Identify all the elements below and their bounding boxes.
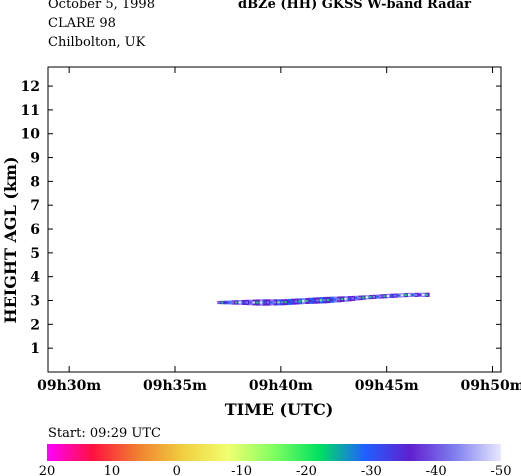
cloud-cell bbox=[309, 299, 312, 302]
cloud-cell bbox=[294, 300, 298, 303]
cloud-cell bbox=[302, 300, 305, 303]
cloud-cell bbox=[273, 301, 277, 304]
cloud-cell bbox=[245, 301, 249, 304]
campaign-label: CLARE 98 bbox=[48, 16, 116, 31]
cloud-cell bbox=[407, 293, 411, 296]
y-tick-label: 6 bbox=[30, 222, 40, 238]
cloud-cell bbox=[217, 301, 220, 304]
colorbar-tick-label: 0 bbox=[173, 464, 181, 476]
y-tick-label: 1 bbox=[30, 341, 40, 357]
y-tick-label: 9 bbox=[30, 151, 40, 167]
y-tick-label: 4 bbox=[30, 270, 40, 286]
colorbar-tick-label: -30 bbox=[361, 464, 382, 476]
cloud-cell bbox=[238, 301, 241, 304]
cloud-cell bbox=[369, 296, 372, 299]
colorbar-tick-label: -40 bbox=[426, 464, 447, 476]
cloud-cell bbox=[351, 297, 354, 300]
cloud-layer bbox=[217, 292, 430, 306]
cloud-cell bbox=[383, 295, 386, 298]
x-axis-ticks: 09h30m 09h35m 09h40m 09h45m 09h50m bbox=[37, 67, 521, 394]
y-tick-label: 10 bbox=[21, 127, 41, 143]
colorbar-ticks: 20 10 0 -10 -20 -30 -40 -50 bbox=[39, 464, 512, 476]
y-tick-label: 3 bbox=[30, 294, 40, 310]
cloud-cell bbox=[266, 301, 270, 304]
y-tick-label: 7 bbox=[30, 198, 40, 214]
cloud-cell bbox=[312, 299, 316, 302]
cloud-cell bbox=[242, 301, 245, 304]
chart-title: dBZe (HH) GKSS W-band Radar bbox=[238, 0, 471, 12]
cloud-cell bbox=[414, 293, 418, 296]
x-tick-label: 09h45m bbox=[355, 378, 419, 394]
cloud-cell bbox=[280, 301, 284, 304]
colorbar-tick-label: -10 bbox=[231, 464, 252, 476]
cloud-cell bbox=[340, 298, 344, 301]
colorbar-tick-label: -20 bbox=[296, 464, 317, 476]
y-tick-label: 12 bbox=[21, 79, 40, 95]
cloud-cell bbox=[270, 301, 273, 304]
cloud-cell bbox=[316, 299, 319, 302]
cloud-cell bbox=[319, 299, 323, 302]
y-axis-label: HEIGHT AGL (km) bbox=[1, 156, 20, 323]
cloud-cell bbox=[291, 300, 294, 303]
cloud-cell bbox=[390, 294, 393, 297]
cloud-cell bbox=[421, 293, 425, 296]
cloud-cell bbox=[305, 299, 309, 302]
x-tick-label: 09h30m bbox=[37, 378, 101, 394]
y-tick-label: 5 bbox=[30, 246, 40, 262]
cloud-cell bbox=[249, 301, 252, 304]
cloud-cell bbox=[323, 299, 326, 302]
cloud-cell bbox=[372, 295, 376, 298]
cloud-cell bbox=[404, 294, 407, 297]
cloud-cell bbox=[376, 295, 379, 298]
cloud-cell bbox=[259, 301, 263, 304]
cloud-cell bbox=[397, 294, 400, 297]
cloud-cell bbox=[393, 294, 397, 297]
cloud-cell bbox=[326, 298, 330, 301]
cloud-cell bbox=[361, 296, 365, 299]
colorbar-tick-label: -50 bbox=[491, 464, 512, 476]
plot-area bbox=[47, 66, 502, 373]
cloud-cell bbox=[411, 293, 414, 296]
y-tick-label: 8 bbox=[30, 174, 40, 190]
cloud-cell bbox=[358, 296, 361, 299]
date-label: October 5, 1998 bbox=[48, 0, 155, 12]
x-tick-label: 09h35m bbox=[143, 378, 207, 394]
cloud-cell bbox=[227, 301, 231, 304]
cloud-cell bbox=[365, 296, 368, 299]
cloud-cell bbox=[298, 300, 301, 303]
y-tick-label: 2 bbox=[30, 317, 40, 333]
colorbar-tick-label: 10 bbox=[104, 464, 121, 476]
cloud-cell bbox=[277, 301, 280, 304]
cloud-cell bbox=[231, 301, 234, 304]
colorbar bbox=[47, 444, 501, 461]
location-label: Chilbolton, UK bbox=[48, 35, 146, 50]
cloud-cell bbox=[234, 301, 238, 304]
cloud-cell bbox=[354, 297, 358, 300]
x-axis-label: TIME (UTC) bbox=[225, 400, 334, 419]
cloud-cell bbox=[425, 293, 428, 296]
cloud-cell bbox=[400, 294, 404, 297]
start-label: Start: 09:29 UTC bbox=[48, 426, 162, 441]
y-tick-label: 11 bbox=[21, 103, 40, 119]
cloud-cell bbox=[256, 301, 259, 304]
cloud-cell bbox=[347, 297, 351, 300]
cloud-cell bbox=[287, 300, 291, 303]
x-tick-label: 09h50m bbox=[461, 378, 521, 394]
cloud-cell bbox=[379, 295, 383, 298]
cloud-cell bbox=[284, 301, 287, 304]
cloud-cell bbox=[224, 301, 227, 304]
cloud-cell bbox=[386, 294, 390, 297]
cloud-cell bbox=[344, 297, 347, 300]
colorbar-tick-label: 20 bbox=[39, 464, 56, 476]
cloud-cell bbox=[220, 301, 224, 304]
cloud-cell bbox=[337, 298, 340, 301]
cloud-cell bbox=[330, 298, 333, 301]
x-tick-label: 09h40m bbox=[249, 378, 313, 394]
cloud-cell bbox=[333, 298, 337, 301]
cloud-cell bbox=[263, 301, 266, 304]
cloud-cell bbox=[252, 301, 256, 304]
cloud-cell bbox=[418, 293, 421, 296]
